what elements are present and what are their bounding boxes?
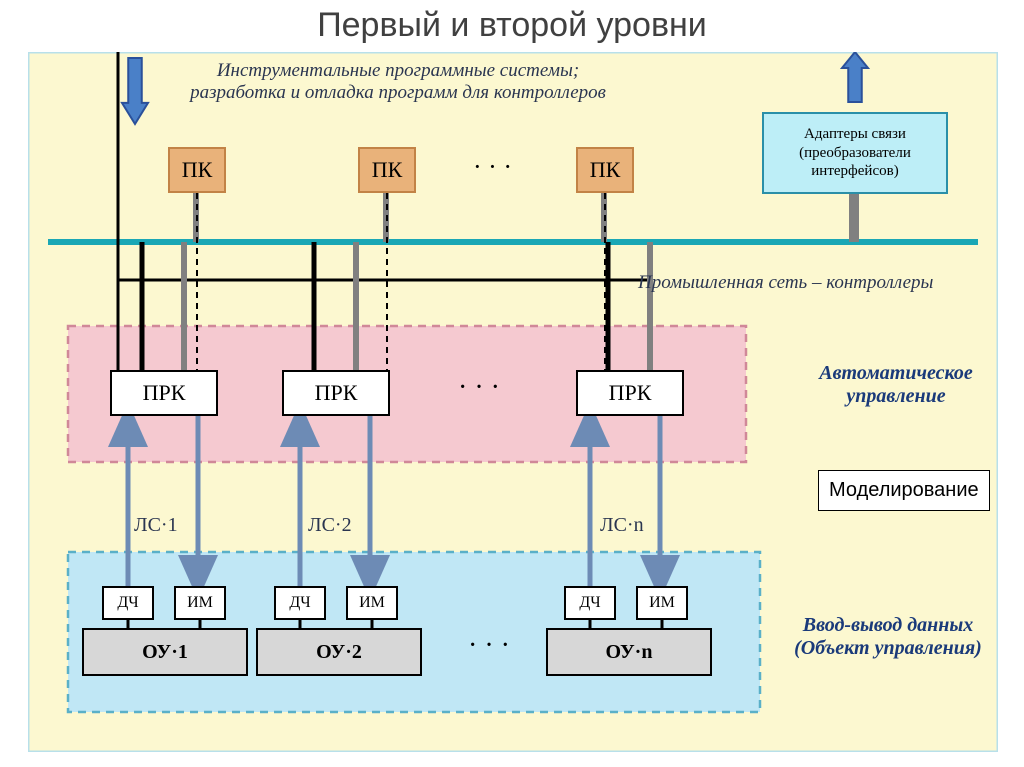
- adapter-box: Адаптеры связи(преобразователиинтерфейсо…: [762, 112, 948, 194]
- lc-label-1: ЛС·2: [308, 514, 352, 537]
- pc-ellipsis: · · ·: [473, 152, 512, 182]
- im-box-2: ИМ: [636, 586, 688, 620]
- im-box-1: ИМ: [346, 586, 398, 620]
- header-line1: Инструментальные программные системы;: [217, 60, 579, 81]
- lc-label-2: ЛС·n: [600, 514, 644, 537]
- page-title: Первый и второй уровни: [0, 0, 1024, 50]
- ou-box-2: ОУ·n: [546, 628, 712, 676]
- io-label: Ввод-вывод данных(Объект управления): [778, 614, 998, 660]
- im-box-0: ИМ: [174, 586, 226, 620]
- prk-ellipsis: · · ·: [458, 372, 500, 404]
- lc-label-0: ЛС·1: [134, 514, 178, 537]
- ou-box-0: ОУ·1: [82, 628, 248, 676]
- auto-control-label: Автоматическоеуправление: [796, 362, 996, 408]
- prk-box-2: ПРК: [576, 370, 684, 416]
- dch-box-2: ДЧ: [564, 586, 616, 620]
- modeling-box: Моделирование: [818, 470, 990, 511]
- pc-box-1: ПК: [358, 147, 416, 193]
- ou-ellipsis: · · ·: [468, 630, 510, 662]
- ou-box-1: ОУ·2: [256, 628, 422, 676]
- dch-box-0: ДЧ: [102, 586, 154, 620]
- pc-box-2: ПК: [576, 147, 634, 193]
- prk-box-1: ПРК: [282, 370, 390, 416]
- diagram-container: Инструментальные программные системы; ра…: [28, 52, 998, 752]
- dch-box-1: ДЧ: [274, 586, 326, 620]
- header-text: Инструментальные программные системы; ра…: [158, 60, 638, 104]
- pc-box-0: ПК: [168, 147, 226, 193]
- header-line2: разработка и отладка программ для контро…: [190, 82, 606, 103]
- prk-box-0: ПРК: [110, 370, 218, 416]
- bus-label: Промышленная сеть – контроллеры: [638, 272, 933, 294]
